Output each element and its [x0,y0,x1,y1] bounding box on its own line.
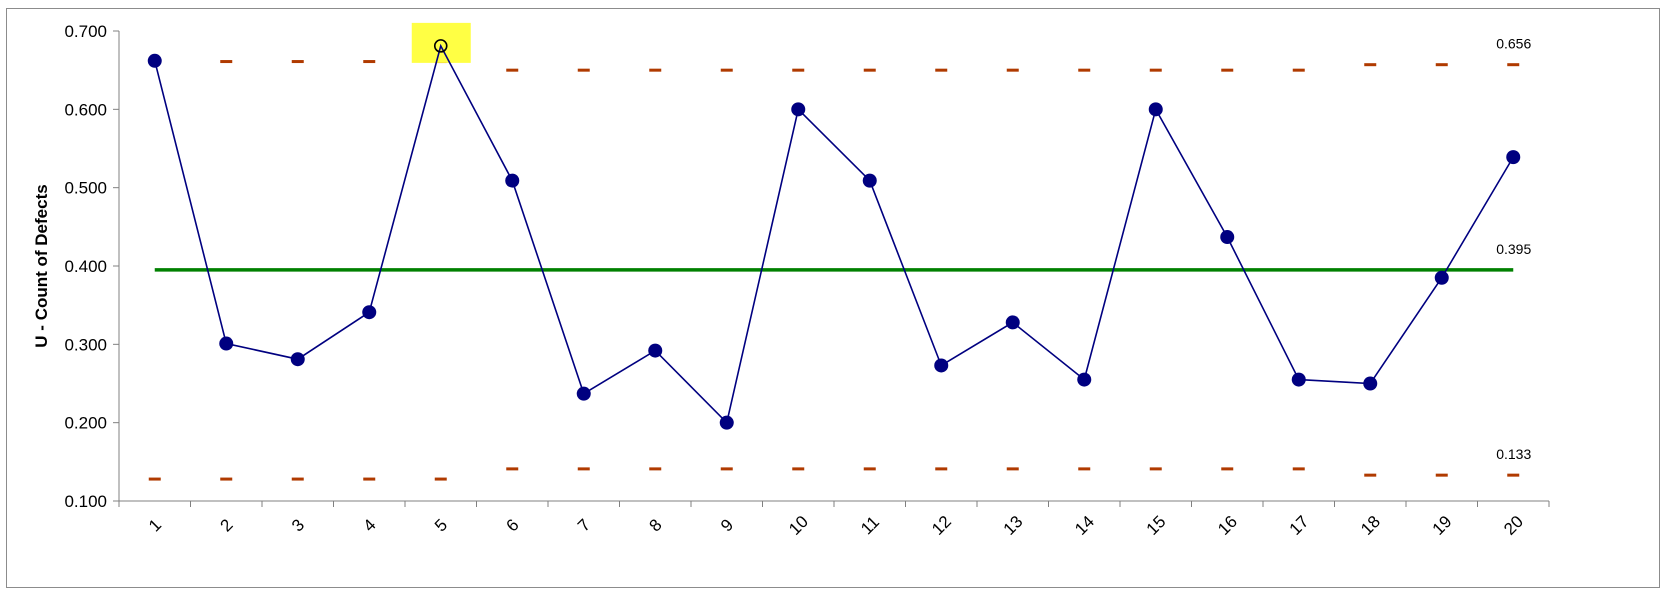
data-point [719,415,734,430]
lcl-label: 0.133 [1496,446,1531,462]
data-point [576,386,591,401]
data-point [505,173,520,188]
x-tick-label: 18 [1357,512,1384,539]
x-tick-label: 13 [1000,512,1027,539]
x-tick-label: 20 [1500,512,1527,539]
y-tick-label: 0.700 [64,22,107,41]
data-series [147,39,1521,430]
x-tick-label: 11 [857,512,883,538]
x-tick-label: 3 [288,515,308,535]
data-point [1220,230,1235,245]
y-tick-label: 0.200 [64,414,107,433]
data-point [1434,270,1449,285]
x-tick-label: 14 [1071,512,1098,539]
out-of-control-highlight [411,22,471,63]
data-point [1077,372,1092,387]
x-ticks: 1 2 3 4 5 6 7 8 9 10 11 12 13 14 15 16 17 18 19 20 [118,501,1550,539]
x-tick-label: 19 [1429,512,1456,539]
data-point [1506,150,1521,165]
x-tick-label: 5 [431,515,451,535]
series-line [153,43,1514,425]
control-limits [148,60,1520,481]
x-tick-label: 8 [646,515,666,535]
x-tick-label: 15 [1143,512,1170,539]
y-tick-label: 0.400 [64,257,107,276]
ucl-label: 0.656 [1496,36,1531,52]
y-tick-label: 0.300 [64,335,107,354]
data-point [290,352,305,367]
data-point [648,343,663,358]
x-tick-label: 9 [717,515,737,535]
x-tick-label: 1 [145,515,165,535]
axes [118,31,1549,502]
x-tick-label: 6 [503,515,523,535]
data-point [1291,372,1306,387]
center-line-label: 0.395 [1496,241,1531,257]
data-point [862,173,877,188]
limit-labels: 0.656 0.395 0.133 [1496,36,1531,462]
y-tick-label: 0.600 [64,100,107,119]
x-tick-label: 4 [360,515,380,535]
x-tick-label: 10 [785,512,812,539]
data-point [147,53,162,68]
x-tick-label: 17 [1286,512,1313,539]
data-point-out-of-control [433,39,448,53]
y-tick-label: 0.100 [64,492,107,511]
x-tick-label: 16 [1214,512,1241,539]
highlight-box [411,22,471,63]
data-point [219,336,234,351]
data-point [791,102,806,117]
x-tick-label: 2 [217,515,237,535]
data-point [1363,376,1378,391]
y-tick-label: 0.500 [64,179,107,198]
data-point [934,358,949,373]
x-tick-label: 12 [928,512,955,539]
y-axis-label: U - Count of Defects [32,184,51,347]
data-point [1148,102,1163,117]
data-point [1005,315,1020,330]
data-point [362,305,377,320]
x-tick-label: 7 [574,515,594,535]
y-ticks: 0.700 0.600 0.500 0.400 0.300 0.200 0.100 [64,22,119,511]
